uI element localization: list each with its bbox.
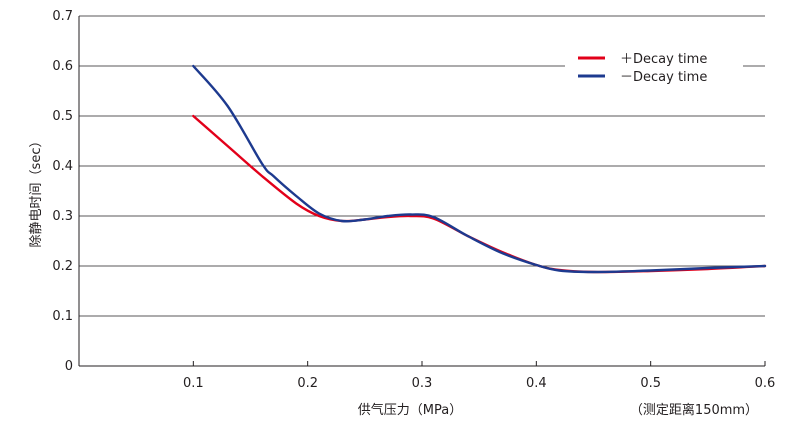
legend: ＋Decay time －Decay time [565,46,743,88]
y-tick-label: 0.4 [52,159,73,174]
series-line-positive-decay [192,114,767,274]
legend-label-positive: ＋Decay time [620,52,707,67]
y-tick-label: 0.7 [52,9,73,24]
y-tick-label: 0.3 [52,209,73,224]
y-tick-label: 0.1 [52,309,73,324]
x-tick-label: 0.5 [640,376,661,391]
x-tick-label: 0.1 [183,376,204,391]
y-tick-label: 0.5 [52,109,73,124]
x-tick-label: 0.2 [297,376,318,391]
y-tick-label: 0.6 [52,59,73,74]
x-tick-label: 0.3 [412,376,433,391]
series-line-negative-decay [192,64,767,274]
x-tick-label: 0.6 [755,376,776,391]
legend-background [565,46,743,88]
measurement-note: （测定距离150mm） [630,402,758,418]
legend-label-negative: －Decay time [620,70,707,85]
y-tick-label: 0.2 [52,259,73,274]
x-axis-title: 供气压力（MPa） [358,402,462,418]
y-axis-title: 除静电时间（sec） [29,135,44,248]
x-tick-label: 0.4 [526,376,547,391]
y-tick-label: 0 [65,359,73,374]
